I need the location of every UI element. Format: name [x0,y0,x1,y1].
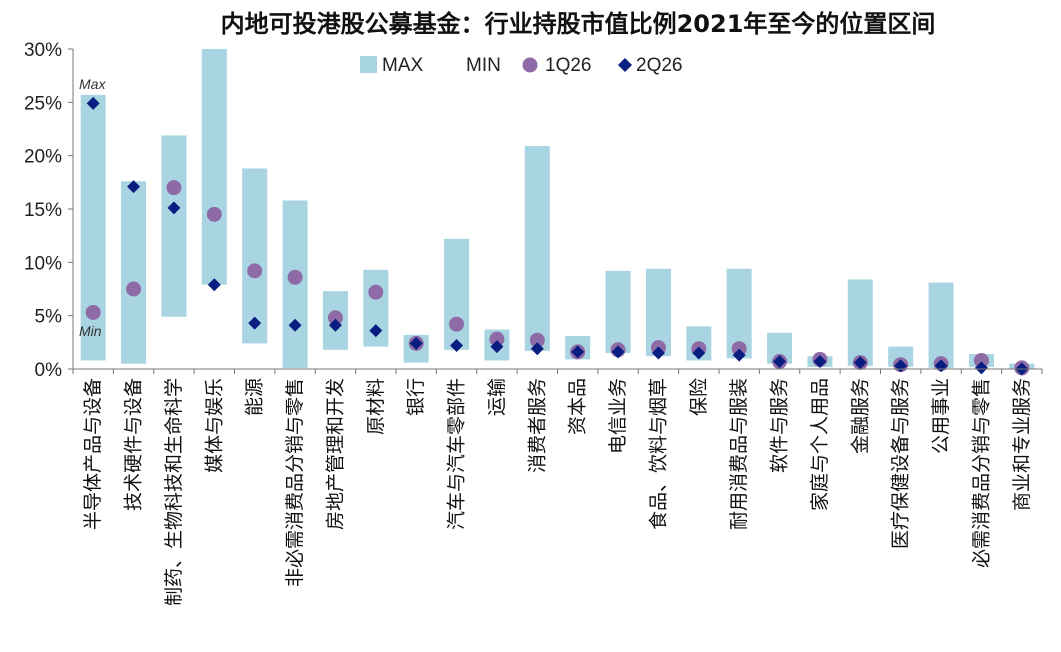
point-1q26 [166,180,182,196]
series-2q26 [86,96,1029,376]
x-tick-label: 原材料 [365,378,387,435]
point-2q26 [611,345,625,359]
legend-marker-2q26 [618,58,632,72]
x-tick-label: 必需消费品分销与零售 [970,378,992,568]
point-2q26 [692,346,706,360]
point-1q26 [368,284,384,300]
point-1q26 [449,316,465,332]
legend-label-1q26: 1Q26 [545,55,591,76]
range-bar [242,168,268,344]
x-tick-label: 非必需消费品分销与零售 [284,378,306,587]
range-bar [605,270,631,353]
annotation-max: Max [79,76,106,92]
y-tick-label: 25% [24,93,62,114]
range-bar [444,238,470,350]
y-tick-label: 20% [24,147,62,168]
range-bars [80,49,1035,369]
x-tick-label: 保险 [688,378,710,416]
y-tick-label: 15% [24,200,62,221]
x-tick-label: 运输 [486,378,508,416]
x-tick-label: 媒体与娱乐 [203,378,225,473]
x-tick-label: 家庭与个人用品 [809,378,831,511]
point-1q26 [287,269,303,285]
range-bar [928,282,954,368]
point-2q26 [853,356,867,370]
point-2q26 [167,201,181,215]
x-tick-label: 电信业务 [607,378,629,454]
point-2q26 [773,355,787,369]
legend-marker-1q26 [522,57,538,73]
point-2q26 [490,340,504,354]
y-tick-label: 30% [24,40,62,61]
point-2q26 [974,361,988,375]
point-2q26 [248,316,262,330]
legend-label-max: MAX [382,55,424,76]
x-axis: 半导体产品与设备 技术硬件与设备 制药、生物科技和生命科学 媒体与娱乐 能源 非必需消费品… [72,368,1043,606]
range-bar [80,94,106,361]
legend-label-2q26: 2Q26 [636,55,682,76]
x-tick-label: 公用事业 [930,378,952,454]
range-bar [121,181,147,364]
x-tick-label: 金融服务 [849,378,871,454]
x-tick-label: 医疗保健设备与服务 [890,378,912,549]
point-2q26 [450,339,464,353]
legend: MAX MIN 1Q26 2Q26 [360,55,682,76]
x-tick-label: 商业和专业服务 [1011,378,1033,511]
point-1q26 [327,310,343,326]
point-2q26 [207,278,221,292]
point-2q26 [369,324,383,338]
x-tick-label: 软件与服务 [769,378,791,473]
range-bar [524,146,550,351]
x-tick-label: 房地产管理和开发 [324,378,346,530]
x-tick-label: 制药、生物科技和生命科学 [163,378,185,606]
point-2q26 [651,346,665,360]
point-2q26 [530,342,544,356]
point-2q26 [732,348,746,362]
x-tick-label: 技术硬件与设备 [123,378,145,511]
point-2q26 [288,318,302,332]
point-2q26 [409,336,423,350]
range-bar [161,135,187,317]
annotation-min: Min [79,323,102,339]
x-tick-label: 消费者服务 [526,378,548,473]
point-1q26 [126,281,142,297]
x-tick-label: 资本品 [567,378,589,435]
point-2q26 [86,96,100,110]
point-1q26 [206,206,222,222]
legend-label-min: MIN [466,55,501,76]
legend-swatch-max [360,56,377,73]
point-2q26 [127,180,141,194]
point-1q26 [85,304,101,320]
point-2q26 [571,345,585,359]
point-1q26 [973,352,989,368]
range-bar [201,49,227,285]
y-tick-label: 0% [35,360,63,381]
chart-title: 内地可投港股公募基金：行业持股市值比例2021年至今的位置区间 [221,10,936,38]
series-1q26 [85,180,1030,376]
x-tick-label: 耐用消费品与服装 [728,378,750,530]
x-tick-label: 汽车与汽车零部件 [446,378,468,530]
point-1q26 [489,331,505,347]
x-tick-label: 能源 [244,378,266,416]
point-1q26 [529,332,545,348]
point-2q26 [813,355,827,369]
y-tick-label: 10% [24,253,62,274]
point-1q26 [247,263,263,279]
x-tick-label: 银行 [405,378,427,416]
x-tick-label: 食品、饮料与烟草 [647,378,669,530]
y-axis: 0% 5% 10% 15% 20% 25% 30% [24,40,74,381]
range-bar [847,279,873,366]
point-2q26 [328,318,342,332]
x-tick-label: 半导体产品与设备 [82,378,104,530]
y-tick-label: 5% [35,307,63,328]
